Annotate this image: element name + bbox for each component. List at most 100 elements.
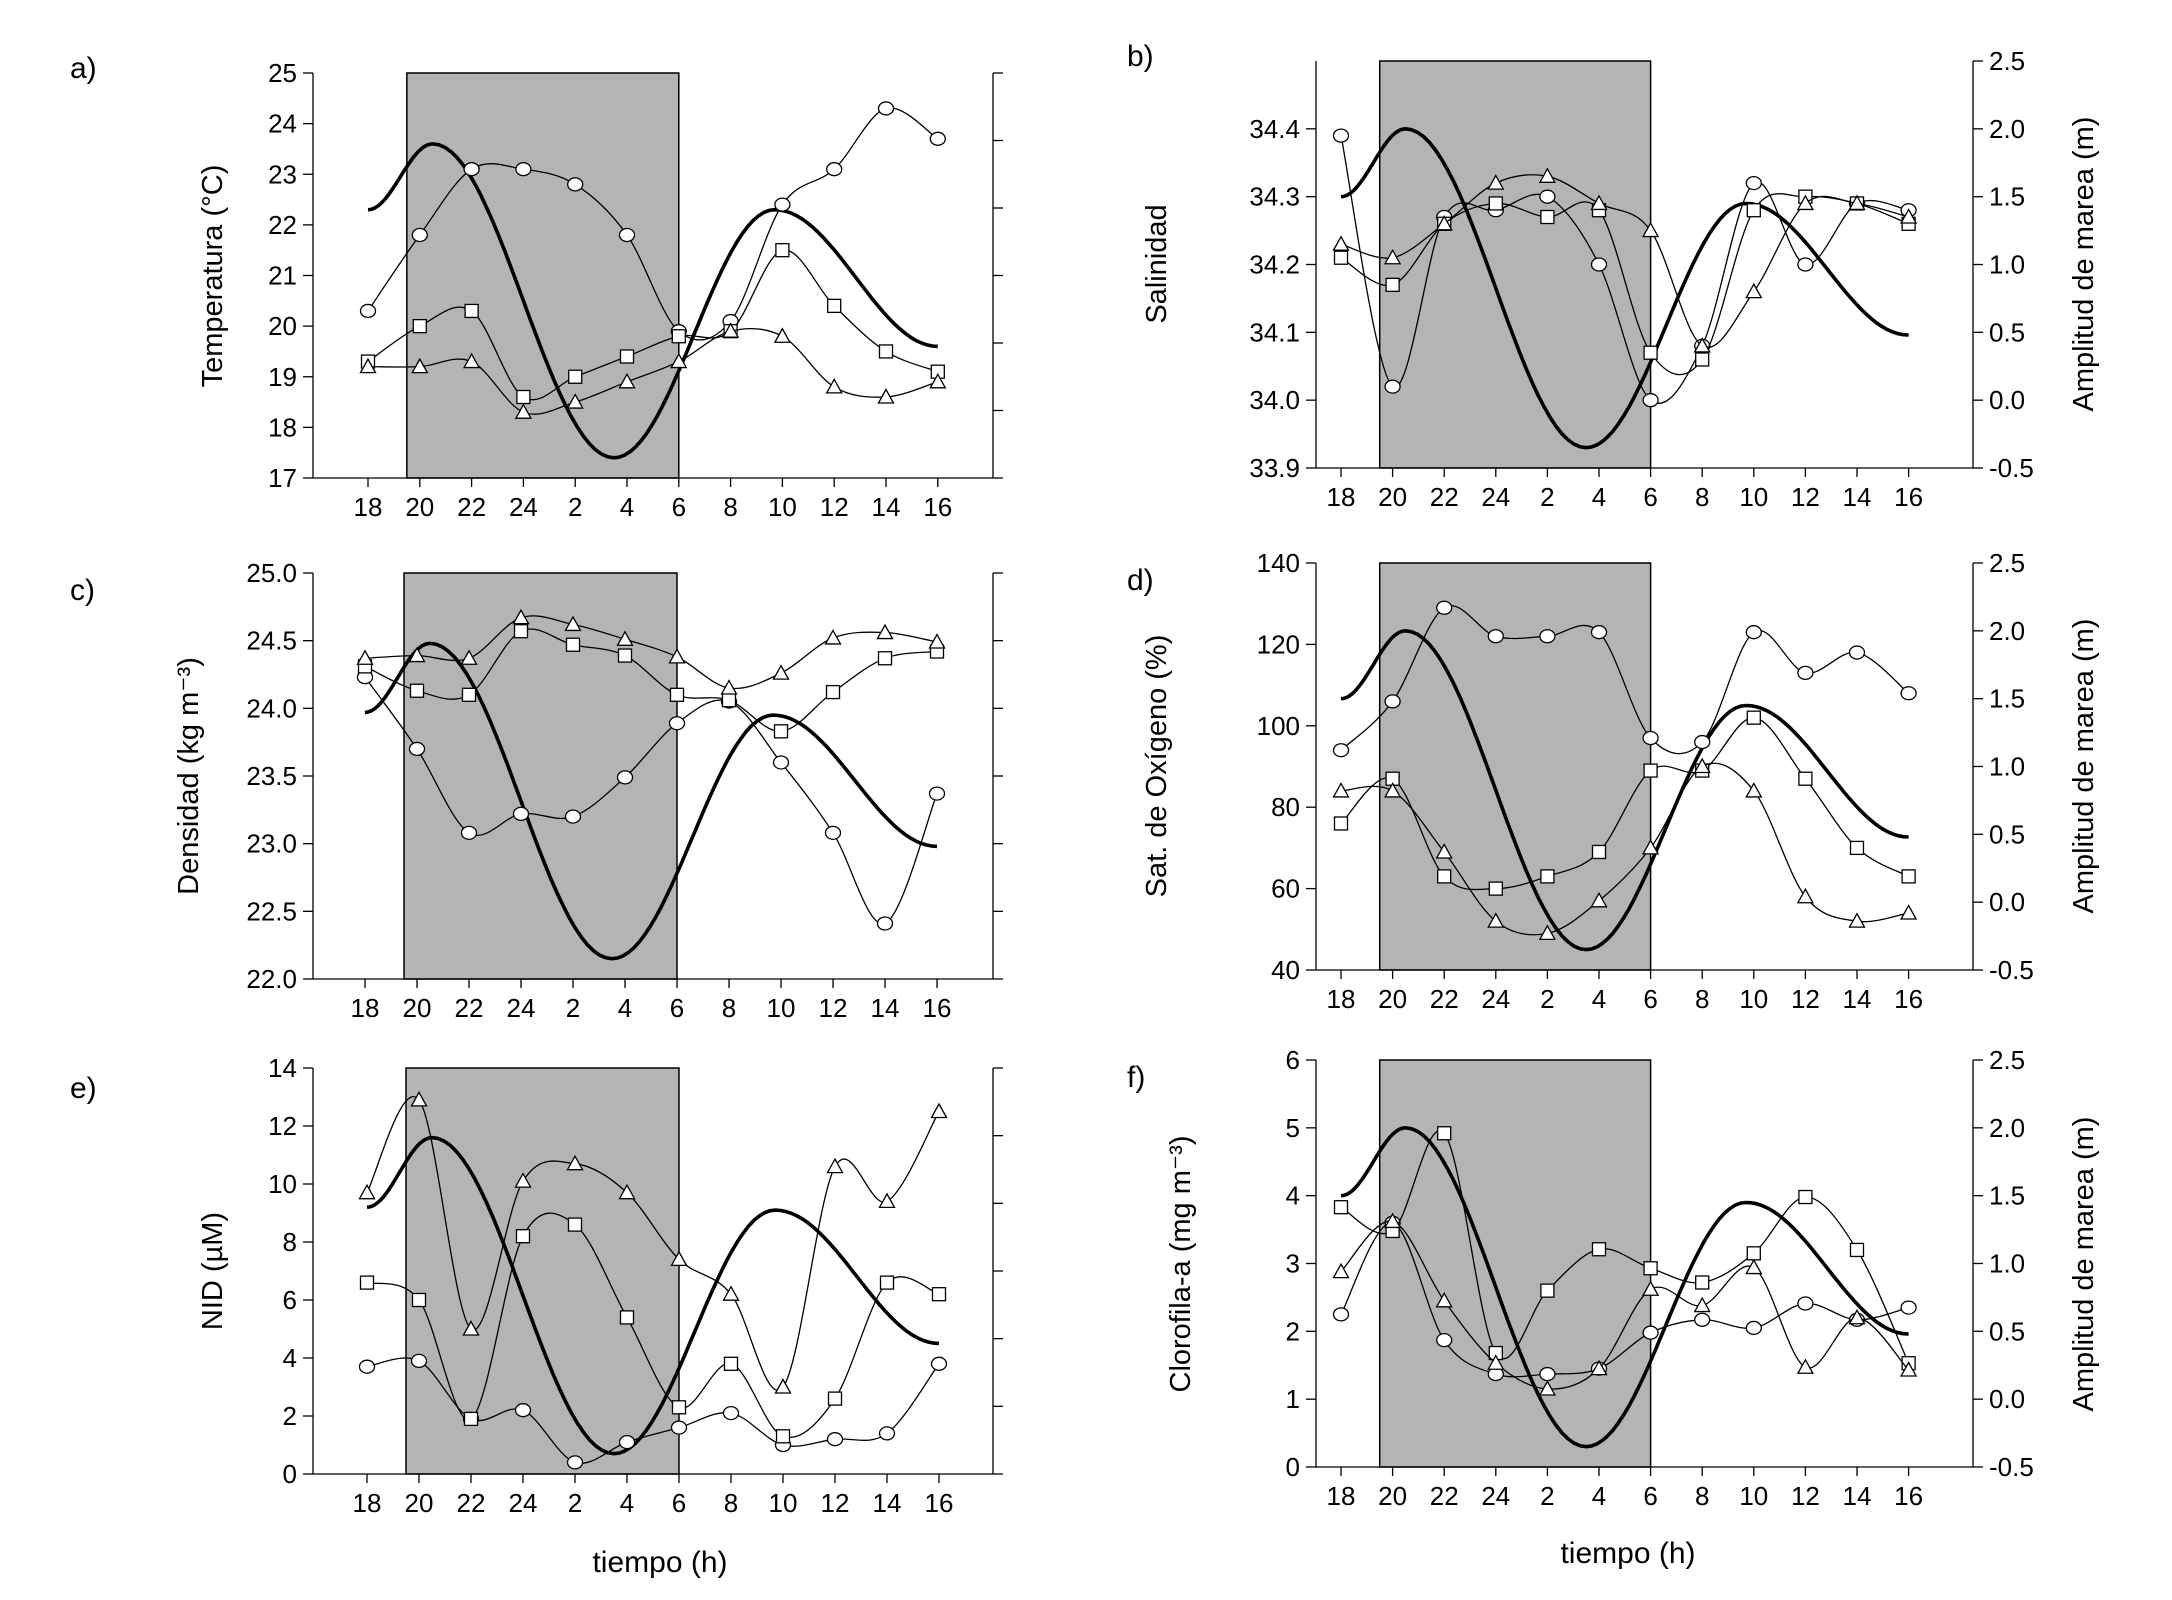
triangle-marker [1745, 1258, 1763, 1275]
x-tick-label: 2 [566, 993, 580, 1023]
right-y-tick-label: 2.0 [1989, 114, 2025, 144]
triangle-marker [774, 1378, 792, 1394]
circle-marker [618, 1434, 636, 1450]
x-tick-label: 4 [1592, 984, 1606, 1014]
triangle-marker [356, 649, 374, 665]
square-marker [617, 648, 633, 663]
right-y-axis-title: Amplitud de marea (m) [2068, 619, 2100, 914]
square-marker [1333, 1200, 1349, 1215]
circle-marker [670, 1420, 688, 1435]
square-marker [1643, 763, 1658, 778]
x-tick-label: 12 [820, 492, 849, 522]
y-axis-title: NID (µM) [197, 1212, 229, 1330]
x-tick-label: 20 [405, 492, 434, 522]
circle-marker [1642, 393, 1659, 408]
x-tick-label: 22 [1430, 984, 1459, 1014]
square-marker [1333, 816, 1349, 831]
circle-marker [1848, 645, 1866, 660]
x-tick-label: 14 [871, 993, 900, 1023]
circle-marker [930, 1356, 948, 1371]
y-tick-label: 23.0 [246, 829, 297, 859]
circle-marker [668, 716, 686, 731]
square-marker [464, 303, 479, 319]
triangle-marker [410, 1091, 428, 1107]
triangle-marker [824, 629, 842, 645]
triangle-marker [618, 1183, 636, 1200]
x-tick-label: 2 [1540, 1481, 1554, 1511]
circle-marker [358, 1359, 376, 1374]
circle-marker [928, 786, 946, 801]
x-tick-label: 8 [722, 993, 736, 1023]
y-tick-label: 17 [268, 463, 297, 493]
triangle-marker [1641, 221, 1660, 238]
tide-curve [1340, 126, 1909, 450]
right-y-tick-label: 0.0 [1989, 887, 2025, 917]
triangle-marker [411, 357, 429, 374]
circle-marker [514, 1403, 532, 1418]
square-marker [1695, 1275, 1710, 1290]
circle-marker [567, 177, 584, 192]
circle-marker [877, 101, 895, 116]
circle-marker [1797, 257, 1814, 272]
panel-letter: a) [70, 52, 97, 85]
x-tick-label: 6 [1643, 984, 1657, 1014]
square-marker [931, 1287, 947, 1302]
y-tick-label: 23 [268, 159, 297, 189]
night-period-shading [405, 1067, 680, 1475]
y-tick-label: 100 [1257, 711, 1300, 741]
circle-marker [616, 770, 634, 785]
x-tick-label: 4 [1592, 482, 1606, 512]
right-y-tick-label: 1.0 [1989, 250, 2025, 280]
square-marker [1695, 352, 1710, 367]
circle-marker [722, 1405, 740, 1421]
square-marker [1643, 345, 1658, 360]
square-marker [1437, 869, 1452, 884]
square-marker [669, 687, 685, 702]
tide-curve [1340, 628, 1909, 952]
square-marker [412, 318, 427, 334]
triangle-marker [772, 664, 790, 680]
circle-marker [1900, 1300, 1917, 1315]
triangle-marker [1487, 912, 1505, 928]
x-tick-label: 6 [1643, 482, 1657, 512]
y-tick-label: 40 [1271, 955, 1300, 985]
triangle-marker [1538, 167, 1557, 183]
y-tick-label: 25 [268, 58, 297, 88]
triangle-marker [1590, 1359, 1608, 1376]
square-marker [516, 389, 531, 405]
x-tick-label: 18 [354, 492, 383, 522]
x-tick-label: 14 [872, 492, 901, 522]
circle-marker [1900, 686, 1917, 701]
x-tick-label: 16 [1894, 482, 1923, 512]
right-y-tick-label: 0.0 [1989, 1384, 2025, 1414]
square-marker [1385, 277, 1400, 293]
y-tick-label: 33.9 [1249, 453, 1300, 483]
y-tick-label: 34.2 [1249, 250, 1300, 280]
right-y-tick-label: -0.5 [1989, 955, 2034, 985]
panel-letter: f) [1127, 1061, 1145, 1094]
y-tick-label: 12 [268, 1111, 297, 1141]
triangle-marker [1383, 1212, 1402, 1229]
y-tick-label: 3 [1286, 1249, 1300, 1279]
y-tick-label: 23.5 [246, 761, 297, 791]
triangle-marker [1641, 1280, 1660, 1296]
circle-marker [463, 162, 480, 177]
y-tick-label: 24 [268, 109, 297, 139]
x-tick-label: 4 [618, 993, 632, 1023]
x-tick-label: 10 [767, 993, 796, 1023]
square-marker [1746, 203, 1761, 218]
x-tick-label: 16 [1894, 984, 1923, 1014]
right-y-tick-label: 2.5 [1989, 548, 2025, 578]
x-tick-label: 10 [769, 1488, 798, 1518]
x-tick-label: 10 [1739, 482, 1768, 512]
triangle-marker [408, 646, 426, 663]
circle-marker [411, 227, 428, 243]
triangle-marker [1435, 843, 1453, 859]
square-marker [775, 1429, 791, 1444]
square-marker [1540, 1283, 1555, 1298]
circle-marker [1332, 743, 1350, 758]
triangle-marker [722, 1285, 740, 1301]
square-marker [565, 637, 581, 652]
square-marker [463, 1411, 479, 1427]
